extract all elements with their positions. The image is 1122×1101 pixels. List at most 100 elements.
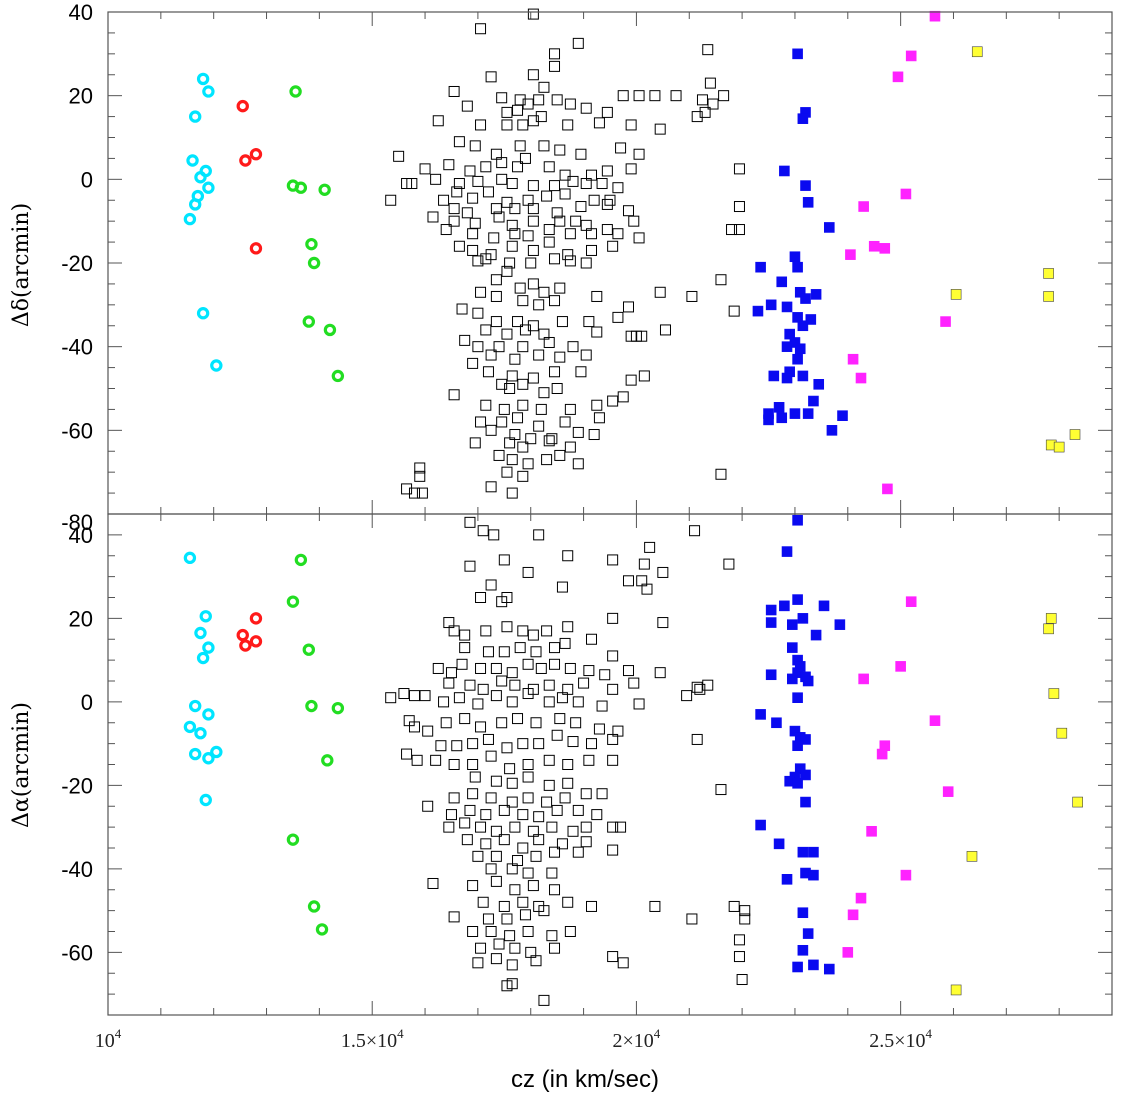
field-point — [527, 203, 539, 215]
field-point — [408, 721, 420, 733]
green-point — [302, 315, 315, 328]
field-point — [549, 642, 561, 654]
yellow-point — [966, 851, 978, 862]
field-point — [733, 201, 745, 213]
blue-point — [765, 299, 777, 311]
field-point — [593, 723, 605, 735]
field-point — [612, 228, 624, 240]
field-point — [504, 257, 516, 269]
field-point — [490, 203, 502, 215]
field-point — [549, 60, 561, 72]
yellow-point — [1069, 429, 1081, 440]
field-point — [517, 341, 529, 353]
field-point — [496, 92, 508, 104]
field-point — [533, 420, 545, 432]
field-point — [556, 838, 568, 850]
field-point — [733, 934, 745, 946]
green-point — [318, 183, 331, 196]
magenta-point — [847, 353, 859, 365]
field-point — [570, 717, 582, 729]
field-point — [512, 161, 524, 173]
field-point — [638, 370, 650, 382]
blue-point — [765, 669, 777, 681]
field-point — [723, 558, 735, 570]
cyan-point — [196, 307, 210, 320]
field-point — [535, 662, 547, 674]
field-point — [549, 942, 561, 954]
field-point — [543, 679, 555, 691]
field-point — [593, 117, 605, 129]
top-y-axis-label: Δδ(arcmin) — [9, 203, 34, 327]
field-point — [733, 951, 745, 963]
field-point — [549, 846, 561, 858]
field-point — [607, 844, 619, 856]
field-point — [509, 203, 521, 215]
field-point — [575, 148, 587, 160]
cyan-point — [188, 110, 202, 123]
field-point — [501, 328, 513, 340]
field-point — [530, 717, 542, 729]
field-point — [622, 665, 634, 677]
field-point — [485, 863, 497, 875]
blue-point — [779, 165, 790, 177]
field-point — [686, 290, 698, 302]
field-point — [498, 804, 510, 816]
field-point — [448, 389, 460, 401]
green-point — [305, 237, 318, 251]
field-point — [482, 646, 494, 658]
blue-point — [797, 370, 809, 382]
field-point — [506, 777, 518, 789]
blue-point — [802, 928, 814, 939]
blue-point — [752, 305, 764, 317]
field-point — [562, 621, 574, 633]
cyan-point — [210, 745, 223, 759]
field-point — [506, 240, 518, 252]
cyan-point — [183, 720, 197, 734]
cyan-point — [183, 551, 197, 565]
field-point — [527, 629, 539, 641]
field-point — [493, 211, 505, 223]
blue-point — [768, 370, 780, 382]
blue-point — [765, 604, 777, 616]
field-point — [535, 403, 547, 415]
field-point — [604, 194, 616, 206]
field-point — [601, 198, 613, 210]
cyan-point — [186, 154, 199, 167]
field-point — [554, 351, 566, 363]
field-point — [562, 550, 574, 562]
field-point — [517, 399, 529, 411]
field-point — [514, 282, 526, 294]
field-point — [586, 900, 598, 912]
field-point — [696, 94, 708, 106]
top-y-tick-label: -60 — [61, 418, 93, 443]
field-point — [464, 516, 476, 528]
magenta-point — [905, 596, 917, 607]
red-point — [236, 99, 249, 113]
field-point — [522, 98, 534, 110]
field-point — [432, 662, 444, 674]
field-point — [654, 123, 666, 135]
bottom-y-axis-label: Δα(arcmin) — [9, 702, 34, 828]
field-point — [485, 926, 497, 937]
field-point — [408, 487, 420, 499]
field-point — [699, 106, 711, 118]
field-point — [625, 163, 637, 175]
cyan-point — [199, 610, 212, 623]
field-point — [467, 192, 479, 204]
field-point — [659, 324, 671, 336]
field-point — [628, 215, 640, 227]
field-point — [522, 771, 534, 783]
field-point — [572, 426, 584, 438]
blue-point — [755, 819, 766, 831]
field-point — [475, 23, 487, 35]
field-point — [612, 311, 624, 323]
field-point — [498, 403, 510, 415]
magenta-point — [868, 240, 880, 252]
field-point — [601, 224, 613, 236]
field-point — [461, 834, 473, 846]
yellow-point — [1056, 727, 1068, 739]
blue-point — [781, 546, 793, 557]
field-point — [615, 142, 627, 154]
field-point — [575, 366, 587, 378]
field-point — [493, 449, 505, 461]
